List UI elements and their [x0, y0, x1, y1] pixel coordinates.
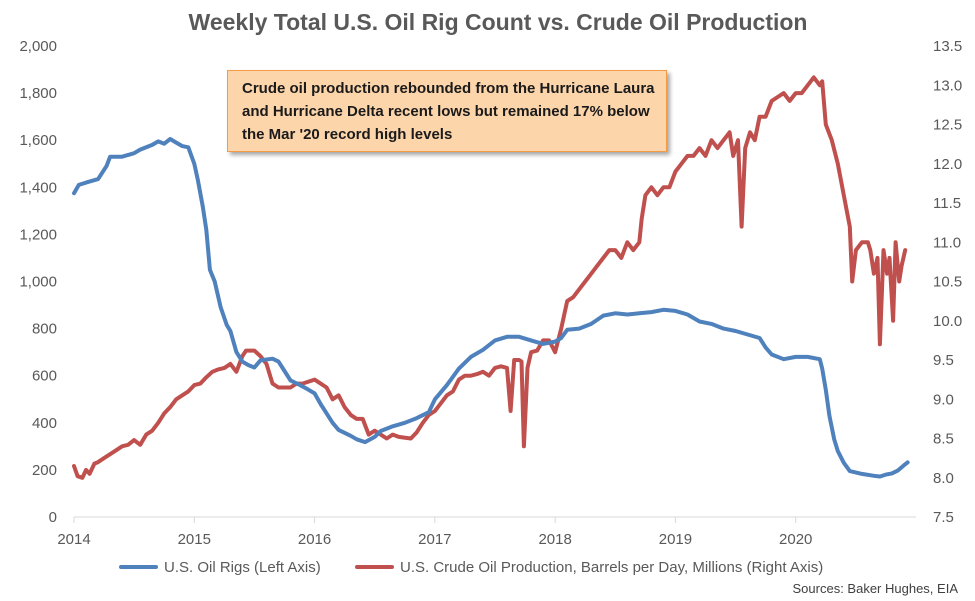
annotation-callout: Crude oil production rebounded from the …	[227, 70, 667, 152]
y-left-tick-label: 1,000	[19, 274, 57, 291]
x-tick-label: 2014	[57, 531, 90, 548]
y-right-tick-label: 11.5	[933, 195, 961, 212]
y-right-tick-label: 8.0	[933, 470, 954, 487]
y-right-tick-label: 8.5	[933, 431, 954, 448]
y-left-tick-label: 1,200	[19, 226, 57, 243]
y-left-tick-label: 1,400	[19, 179, 57, 196]
y-right-tick-label: 11.0	[933, 234, 961, 251]
y-left-tick-label: 800	[32, 321, 57, 338]
y-left-tick-label: 600	[32, 368, 57, 385]
x-tick-label: 2016	[298, 531, 331, 548]
series-lines	[72, 75, 910, 480]
chart-title: Weekly Total U.S. Oil Rig Count vs. Crud…	[189, 9, 808, 35]
series-line-rigs	[72, 137, 910, 479]
legend-label-production: U.S. Crude Oil Production, Barrels per D…	[400, 559, 823, 576]
x-tick-label: 2018	[538, 531, 571, 548]
y-left-tick-label: 400	[32, 415, 57, 432]
y-left-tick-labels: 0 200 400 600 800 1,000 1,200 1,400 1,600 1,800 2,…	[19, 38, 57, 526]
y-left-tick-label: 2,000	[19, 38, 57, 55]
y-right-tick-label: 9.0	[933, 391, 954, 408]
x-tick-labels: 2014 2015 2016 2017 2018 2019 2020	[57, 517, 812, 548]
y-left-tick-label: 1,800	[19, 85, 57, 102]
y-right-tick-label: 10.0	[933, 313, 962, 330]
x-tick-label: 2019	[659, 531, 692, 548]
y-right-tick-label: 12.0	[933, 156, 962, 173]
y-left-tick-label: 0	[49, 509, 57, 526]
y-right-tick-label: 9.5	[933, 352, 954, 369]
x-tick-label: 2015	[178, 531, 211, 548]
y-right-tick-label: 13.0	[933, 77, 962, 94]
legend-label-rigs: U.S. Oil Rigs (Left Axis)	[164, 559, 321, 576]
y-right-tick-label: 7.5	[933, 509, 954, 526]
y-left-tick-label: 200	[32, 462, 57, 479]
source-note: Sources: Baker Hughes, EIA	[793, 581, 959, 596]
y-right-tick-label: 12.5	[933, 117, 962, 134]
y-right-tick-label: 13.5	[933, 38, 962, 55]
y-right-tick-label: 10.5	[933, 274, 962, 291]
legend: U.S. Oil Rigs (Left Axis) U.S. Crude Oil…	[119, 559, 823, 576]
x-tick-label: 2020	[779, 531, 812, 548]
y-left-tick-label: 1,600	[19, 132, 57, 149]
x-tick-label: 2017	[418, 531, 451, 548]
y-right-tick-labels: 7.5 8.0 8.5 9.0 9.5 10.0 10.5 11.0 11.5 12.0 12.5 1…	[933, 38, 962, 526]
series-line-production	[72, 75, 908, 480]
